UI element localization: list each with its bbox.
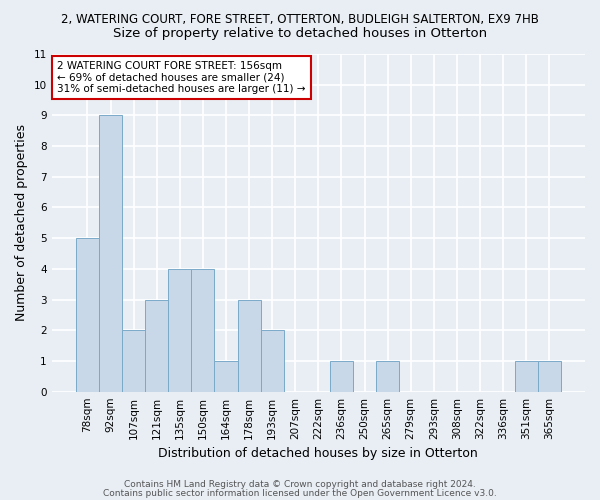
Bar	[122, 330, 145, 392]
Bar	[515, 361, 538, 392]
Bar	[99, 116, 122, 392]
Y-axis label: Number of detached properties: Number of detached properties	[15, 124, 28, 322]
Text: 2, WATERING COURT, FORE STREET, OTTERTON, BUDLEIGH SALTERTON, EX9 7HB: 2, WATERING COURT, FORE STREET, OTTERTON…	[61, 12, 539, 26]
Bar	[538, 361, 561, 392]
Text: Size of property relative to detached houses in Otterton: Size of property relative to detached ho…	[113, 28, 487, 40]
Bar	[168, 269, 191, 392]
Text: Contains public sector information licensed under the Open Government Licence v3: Contains public sector information licen…	[103, 489, 497, 498]
Bar	[376, 361, 399, 392]
Bar	[76, 238, 99, 392]
Bar	[214, 361, 238, 392]
Bar	[145, 300, 168, 392]
Text: Contains HM Land Registry data © Crown copyright and database right 2024.: Contains HM Land Registry data © Crown c…	[124, 480, 476, 489]
Bar	[260, 330, 284, 392]
X-axis label: Distribution of detached houses by size in Otterton: Distribution of detached houses by size …	[158, 447, 478, 460]
Bar	[330, 361, 353, 392]
Bar	[238, 300, 260, 392]
Text: 2 WATERING COURT FORE STREET: 156sqm
← 69% of detached houses are smaller (24)
3: 2 WATERING COURT FORE STREET: 156sqm ← 6…	[57, 61, 305, 94]
Bar	[191, 269, 214, 392]
